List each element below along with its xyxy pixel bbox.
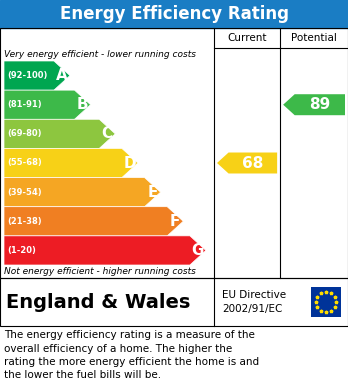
Polygon shape bbox=[4, 178, 160, 207]
Text: Potential: Potential bbox=[291, 33, 337, 43]
Text: 68: 68 bbox=[242, 156, 263, 170]
Polygon shape bbox=[217, 152, 277, 174]
Text: rating the more energy efficient the home is and: rating the more energy efficient the hom… bbox=[4, 357, 259, 367]
Text: Not energy efficient - higher running costs: Not energy efficient - higher running co… bbox=[4, 267, 196, 276]
Text: The energy efficiency rating is a measure of the: The energy efficiency rating is a measur… bbox=[4, 330, 255, 340]
Polygon shape bbox=[4, 61, 70, 90]
Polygon shape bbox=[4, 90, 90, 119]
Text: 2002/91/EC: 2002/91/EC bbox=[222, 304, 282, 314]
Text: EU Directive: EU Directive bbox=[222, 290, 286, 300]
Polygon shape bbox=[4, 119, 115, 149]
Text: 89: 89 bbox=[309, 97, 331, 112]
Polygon shape bbox=[4, 207, 183, 236]
Text: (1-20): (1-20) bbox=[7, 246, 36, 255]
Text: B: B bbox=[77, 97, 88, 112]
Bar bbox=[0, 278, 348, 326]
Text: C: C bbox=[102, 126, 113, 142]
Text: the lower the fuel bills will be.: the lower the fuel bills will be. bbox=[4, 371, 161, 380]
Bar bbox=[311, 287, 341, 317]
Text: (69-80): (69-80) bbox=[7, 129, 41, 138]
Polygon shape bbox=[4, 236, 206, 265]
Text: (55-68): (55-68) bbox=[7, 158, 42, 167]
Text: F: F bbox=[170, 214, 180, 229]
Text: Very energy efficient - lower running costs: Very energy efficient - lower running co… bbox=[4, 50, 196, 59]
Text: A: A bbox=[56, 68, 68, 83]
Text: (81-91): (81-91) bbox=[7, 100, 42, 109]
Text: Energy Efficiency Rating: Energy Efficiency Rating bbox=[60, 5, 288, 23]
Text: overall efficiency of a home. The higher the: overall efficiency of a home. The higher… bbox=[4, 344, 232, 353]
Text: (21-38): (21-38) bbox=[7, 217, 42, 226]
Bar bbox=[0, 0, 348, 28]
Text: (39-54): (39-54) bbox=[7, 188, 42, 197]
Text: (92-100): (92-100) bbox=[7, 71, 47, 80]
Polygon shape bbox=[4, 149, 138, 178]
Text: E: E bbox=[147, 185, 158, 200]
Bar bbox=[0, 28, 348, 278]
Text: D: D bbox=[124, 156, 136, 170]
Text: G: G bbox=[192, 243, 204, 258]
Text: Current: Current bbox=[227, 33, 267, 43]
Text: England & Wales: England & Wales bbox=[6, 292, 190, 312]
Polygon shape bbox=[283, 94, 345, 115]
